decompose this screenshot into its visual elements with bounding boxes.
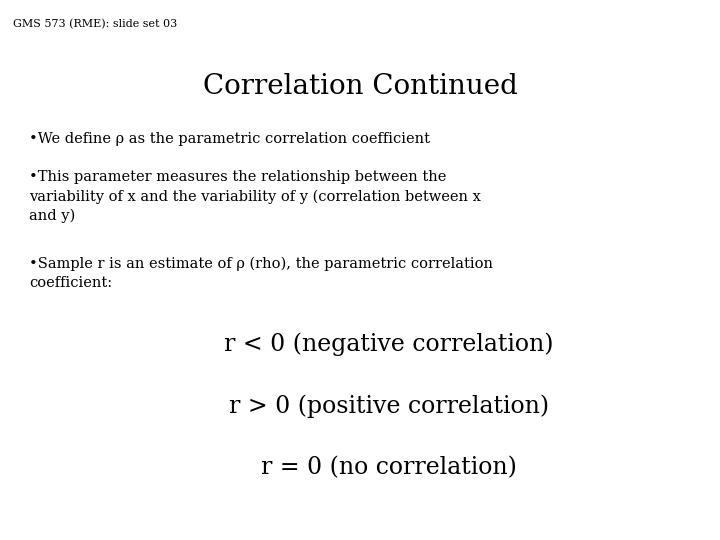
Text: •We define ρ as the parametric correlation coefficient: •We define ρ as the parametric correlati… [29,132,430,146]
Text: r > 0 (positive correlation): r > 0 (positive correlation) [229,394,549,418]
Text: Correlation Continued: Correlation Continued [202,73,518,100]
Text: GMS 573 (RME): slide set 03: GMS 573 (RME): slide set 03 [13,19,177,29]
Text: r < 0 (negative correlation): r < 0 (negative correlation) [224,332,554,356]
Text: •Sample r is an estimate of ρ (rho), the parametric correlation
coefficient:: •Sample r is an estimate of ρ (rho), the… [29,256,492,290]
Text: r = 0 (no correlation): r = 0 (no correlation) [261,456,517,480]
Text: •This parameter measures the relationship between the
variability of x and the v: •This parameter measures the relationshi… [29,170,481,223]
